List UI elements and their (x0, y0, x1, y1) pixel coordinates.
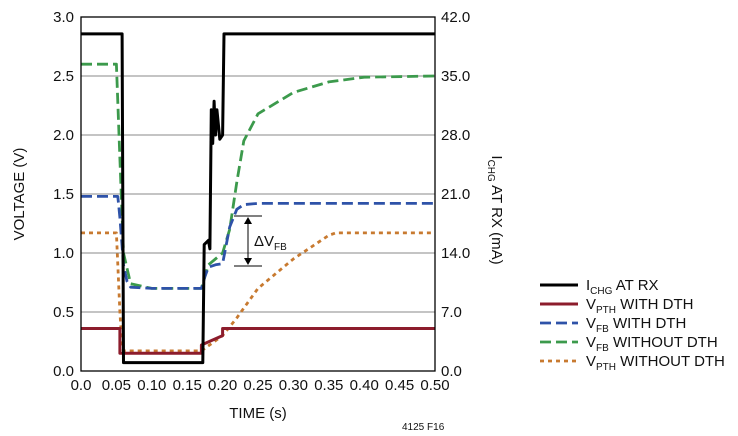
right-axis-label-sub: CHG (485, 160, 496, 182)
plot-frame (80, 16, 436, 372)
right-axis-label: ICHG AT RX (mA) (485, 155, 505, 264)
y-tick-label: 2.0 (53, 127, 74, 144)
y-tick-label: 2.5 (53, 68, 74, 85)
y-tick-label: 3.0 (53, 9, 74, 26)
legend-label: ICHG AT RX (586, 277, 659, 297)
legend-label: VPTH WITHOUT DTH (586, 353, 725, 373)
x-tick-label: 0.05 (102, 377, 131, 394)
x-tick-label: 0.20 (208, 377, 237, 394)
x-tick-label: 0.25 (243, 377, 272, 394)
figure-code: 4125 F16 (402, 422, 445, 433)
annotation-arrow-up (244, 217, 252, 224)
series-group (81, 32, 435, 365)
y-tick-label: 1.0 (53, 245, 74, 262)
legend-label: VPTH WITH DTH (586, 296, 694, 316)
series-line-v-pth-without-dth (81, 231, 435, 353)
axis-ticks: 0.0 0.5 1.0 1.5 2.0 2.5 3.0 0.0 7.0 14.0 21.0 28.0 3… (53, 9, 470, 394)
legend-label: VFB WITHOUT DTH (586, 334, 718, 354)
y-tick-label: 0.5 (53, 304, 74, 321)
right-axis-label-main: I (488, 155, 505, 159)
right-tick-label: 28.0 (441, 127, 470, 144)
x-axis-label: TIME (s) (229, 405, 287, 422)
annotation-label-sub: FB (274, 242, 287, 253)
right-tick-label: 35.0 (441, 68, 470, 85)
x-tick-label: 0.50 (420, 377, 449, 394)
right-tick-label: 7.0 (441, 304, 462, 321)
right-tick-label: 42.0 (441, 9, 470, 26)
x-tick-label: 0.0 (71, 377, 92, 394)
x-tick-label: 0.30 (279, 377, 308, 394)
annotation-label: ΔVFB (254, 233, 287, 253)
annotation-label-main: ΔV (254, 233, 274, 250)
x-tick-label: 0.10 (137, 377, 166, 394)
right-tick-label: 0.0 (441, 363, 462, 380)
x-tick-label: 0.35 (314, 377, 343, 394)
legend-label: VFB WITH DTH (586, 315, 686, 335)
y-axis-label: VOLTAGE (V) (11, 148, 28, 241)
y-tick-label: 0.0 (53, 363, 74, 380)
x-tick-label: 0.15 (173, 377, 202, 394)
right-axis-label-rest: AT RX (mA) (488, 182, 505, 265)
right-tick-label: 14.0 (441, 245, 470, 262)
annotation-arrow-down (244, 258, 252, 265)
right-tick-label: 21.0 (441, 186, 470, 203)
x-tick-label: 0.40 (350, 377, 379, 394)
grid-lines (81, 75, 435, 313)
y-tick-label: 1.5 (53, 186, 74, 203)
series-line-i-chg-at-rx (81, 32, 435, 365)
delta-vfb-annotation: ΔVFB (234, 215, 287, 267)
series-line-v-pth-with-dth (81, 327, 435, 355)
series-line-v-fb-without-dth (81, 62, 435, 290)
x-tick-label: 0.45 (385, 377, 414, 394)
